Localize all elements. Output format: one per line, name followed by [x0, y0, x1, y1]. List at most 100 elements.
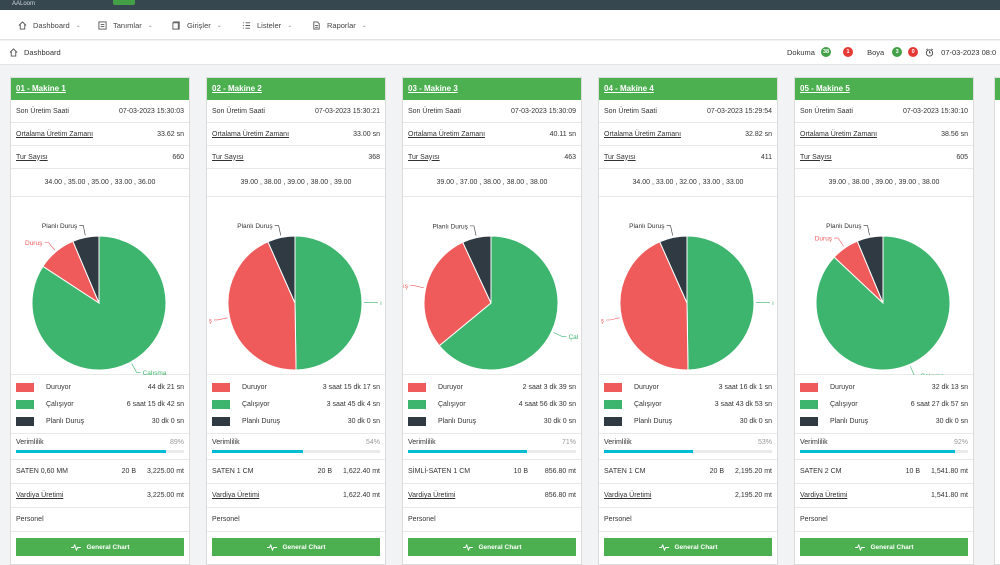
efficiency-progress-bar — [16, 450, 184, 453]
pie-slice-planli[interactable] — [72, 235, 100, 304]
shift-production-label[interactable]: Vardiya Üretimi — [800, 492, 848, 499]
efficiency-percent: 53% — [757, 439, 772, 446]
chevron-down-icon: ⌄ — [361, 22, 367, 29]
pie-slice-calisiyor[interactable] — [686, 235, 755, 371]
last-production-row: Son Üretim Saati 07-03-2023 15:30:03 — [11, 100, 189, 123]
efficiency-progress-bar — [212, 450, 380, 453]
row-label[interactable]: Ortalama Üretim Zamanı — [16, 130, 94, 138]
machine-card-title[interactable]: 01 - Makine 1 — [11, 78, 189, 100]
menu-listeler[interactable]: Listeler ⌄ — [242, 10, 292, 40]
row-label[interactable]: Ortalama Üretim Zamanı — [408, 130, 486, 138]
efficiency-label: Verimlilik — [16, 439, 44, 446]
efficiency-label: Verimlilik — [408, 439, 436, 446]
row-label[interactable]: Tur Sayısı — [408, 153, 440, 161]
legend-label: Planlı Duruş — [242, 418, 281, 425]
pie-slice-planli[interactable] — [856, 235, 884, 304]
general-chart-button[interactable]: General Chart — [408, 538, 576, 556]
breadcrumb-label: Dashboard — [24, 47, 61, 57]
home-icon — [18, 20, 27, 30]
legend-swatch — [408, 383, 426, 392]
pie-leader-planli — [666, 225, 673, 236]
entries-icon — [172, 20, 180, 30]
legend-value: 4 saat 56 dk 30 sn — [518, 401, 576, 408]
legend-value: 6 saat 27 dk 57 sn — [910, 401, 968, 408]
pie-slice-planli[interactable] — [462, 235, 492, 304]
brand-logo: AALoom — [12, 1, 36, 7]
definitions-icon — [98, 20, 107, 30]
chart-button-wrap: General Chart — [795, 532, 973, 562]
general-chart-button[interactable]: General Chart — [604, 538, 772, 556]
legend-value: 30 dk 0 sn — [347, 418, 380, 425]
pie-slice-calisiyor[interactable] — [294, 235, 363, 371]
legend-value: 6 saat 15 dk 42 sn — [126, 401, 184, 408]
machine-card-title[interactable]: 02 - Makine 2 — [207, 78, 385, 100]
general-chart-button[interactable]: General Chart — [800, 538, 968, 556]
legend-label: Çalışıyor — [46, 401, 74, 408]
boya-stopped-badge[interactable]: 0 — [908, 47, 919, 57]
legend-label: Çalışıyor — [438, 401, 466, 408]
efficiency-label: Verimlilik — [212, 439, 240, 446]
fabric-name: SATEN 1 CM — [212, 468, 254, 475]
row-label[interactable]: Ortalama Üretim Zamanı — [800, 130, 878, 138]
clock-icon — [926, 48, 934, 57]
general-chart-button[interactable]: General Chart — [16, 538, 184, 556]
row-label[interactable]: Tur Sayısı — [604, 153, 636, 161]
legend-swatch — [408, 400, 426, 409]
machine-card-title[interactable]: 05 - Makine 5 — [795, 78, 973, 100]
row-value: 38.56 sn — [941, 130, 968, 138]
efficiency-section: Verimlilik 54% — [207, 434, 385, 460]
avg-production-row: Ortalama Üretim Zamanı 33.00 sn — [207, 123, 385, 146]
row-label[interactable]: Ortalama Üretim Zamanı — [212, 130, 290, 138]
legend-swatch — [604, 383, 622, 392]
avg-production-row: Ortalama Üretim Zamanı 40.11 sn — [403, 123, 581, 146]
breadcrumb[interactable]: Dashboard — [9, 41, 61, 63]
machine-card-title[interactable]: 03 - Makine 3 — [403, 78, 581, 100]
pie-leader-calisiyor — [910, 366, 915, 375]
general-chart-label: General Chart — [478, 543, 522, 551]
legend-item-planli: Planlı Duruş 30 dk 0 sn — [403, 413, 581, 430]
legend-label: Duruyor — [634, 384, 659, 391]
ratio-values: 39.00 , 38.00 , 39.00 , 38.00 , 39.00 — [240, 179, 352, 186]
row-label[interactable]: Tur Sayısı — [800, 153, 832, 161]
shift-production-label[interactable]: Vardiya Üretimi — [212, 492, 260, 499]
fabric-row: SATEN 1 CM 20 B 1,622.40 mt — [207, 460, 385, 484]
general-chart-button[interactable]: General Chart — [212, 538, 380, 556]
shift-production-label[interactable]: Vardiya Üretimi — [408, 492, 456, 499]
pie-slice-duruyor[interactable] — [619, 241, 689, 371]
boya-running-badge[interactable]: 3 — [892, 47, 903, 57]
legend-swatch — [604, 400, 622, 409]
machine-card-header[interactable] — [995, 78, 1000, 100]
row-label[interactable]: Ortalama Üretim Zamanı — [604, 130, 682, 138]
machine-card-title[interactable]: 04 - Makine 4 — [599, 78, 777, 100]
menu-girisler[interactable]: Girişler ⌄ — [172, 10, 222, 40]
menu-tanimlar[interactable]: Tanımlar ⌄ — [98, 10, 153, 40]
pie-slice-planli[interactable] — [267, 235, 296, 304]
avg-production-row: Ortalama Üretim Zamanı 38.56 sn — [795, 123, 973, 146]
general-chart-label: General Chart — [870, 543, 914, 551]
dokuma-running-badge[interactable]: 38 — [820, 47, 832, 57]
row-label[interactable]: Tur Sayısı — [212, 153, 244, 161]
shift-production-label[interactable]: Vardiya Üretimi — [604, 492, 652, 499]
general-chart-label: General Chart — [282, 543, 326, 551]
pie-label-duruyor: Duruş — [815, 236, 833, 243]
ratio-row: 34.00 , 35.00 , 35.00 , 33.00 , 36.00 — [11, 169, 189, 197]
row-label[interactable]: Tur Sayısı — [16, 153, 48, 161]
legend-label: Duruyor — [438, 384, 463, 391]
status-legend: Duruyor 3 saat 16 dk 1 sn Çalışıyor 3 saat … — [599, 375, 777, 434]
legend-swatch — [604, 417, 622, 426]
top-accent-tab[interactable] — [113, 0, 135, 5]
last-production-row: Son Üretim Saati 07-03-2023 15:30:21 — [207, 100, 385, 123]
pie-slice-calisiyor[interactable] — [438, 235, 559, 371]
legend-swatch — [408, 417, 426, 426]
shift-production-row: Vardiya Üretimi 2,195.20 mt — [599, 484, 777, 508]
pie-leader-planli — [274, 225, 282, 236]
dokuma-stopped-badge[interactable]: 1 — [843, 47, 854, 57]
efficiency-progress-fill — [212, 450, 303, 453]
menu-dashboard[interactable]: Dashboard ⌄ — [18, 10, 81, 40]
shift-production-label[interactable]: Vardiya Üretimi — [16, 492, 64, 499]
pie-slice-duruyor[interactable] — [227, 241, 297, 371]
pie-label-calisiyor: ı — [772, 300, 774, 307]
menu-raporlar[interactable]: Raporlar ⌄ — [312, 10, 367, 40]
efficiency-percent: 54% — [365, 439, 380, 446]
pie-slice-planli[interactable] — [659, 235, 688, 304]
